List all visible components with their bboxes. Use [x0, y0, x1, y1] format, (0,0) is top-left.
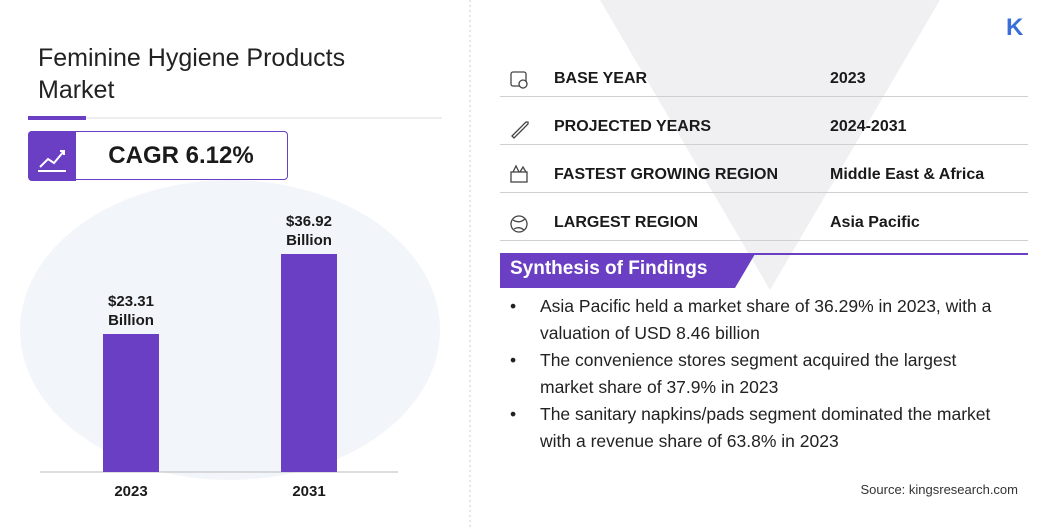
findings-band [500, 254, 755, 288]
row-label: FASTEST GROWING REGION [554, 166, 779, 183]
x-tick-label: 2023 [114, 483, 148, 500]
bar [103, 334, 159, 472]
row-value: Asia Pacific [830, 214, 920, 231]
cagr-box [28, 131, 288, 180]
findings-title: Synthesis of Findings [510, 258, 708, 279]
row-separator [500, 192, 1028, 193]
row-separator [500, 240, 1028, 241]
bg-shape [600, 0, 940, 290]
row-value: 2023 [830, 70, 866, 87]
finding: Asia Pacific held a market share of 36.2… [508, 293, 1010, 347]
row-value: Middle East & Africa [830, 166, 985, 183]
row-label: PROJECTED YEARS [554, 118, 712, 135]
value-label: $36.92 Billion [286, 213, 332, 249]
cagr: CAGR 6.12% [108, 142, 254, 169]
logo: K [1006, 14, 1024, 41]
chart: $23.31 Billion 2023 $36.92 Billion 2031 [0, 0, 470, 528]
x-tick-label: 2031 [292, 483, 326, 500]
value-label: $23.31 Billion [108, 293, 154, 330]
finding: The convenience stores segment acquired … [508, 347, 1010, 401]
cagr-glyph [38, 150, 66, 172]
source: Source: kingsresearch.com [860, 482, 1018, 497]
chart-title: Feminine Hygiene Products Market [38, 44, 346, 104]
bar [281, 254, 337, 472]
row-icons [510, 71, 529, 233]
findings-list: Asia Pacific held a market share of 36.2… [508, 293, 1008, 455]
row-value: 2024-2031 [830, 118, 907, 135]
cagr-icon [28, 131, 76, 181]
row-label: BASE YEAR [554, 70, 648, 87]
row-label: LARGEST REGION [554, 214, 699, 231]
finding: The sanitary napkins/pads segment domina… [508, 401, 1010, 455]
row-separator [500, 144, 1028, 145]
row-separator [500, 96, 1028, 97]
